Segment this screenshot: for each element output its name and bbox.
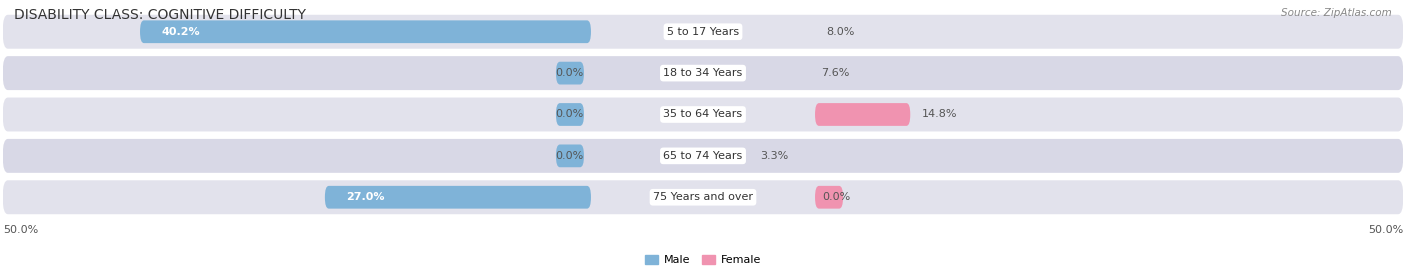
Text: 75 Years and over: 75 Years and over xyxy=(652,192,754,202)
Text: 14.8%: 14.8% xyxy=(921,109,957,119)
Text: 18 to 34 Years: 18 to 34 Years xyxy=(664,68,742,78)
FancyBboxPatch shape xyxy=(325,186,591,209)
Text: 50.0%: 50.0% xyxy=(1368,225,1403,235)
FancyBboxPatch shape xyxy=(555,144,583,167)
FancyBboxPatch shape xyxy=(141,20,591,43)
Legend: Male, Female: Male, Female xyxy=(641,250,765,269)
Text: 0.0%: 0.0% xyxy=(555,151,583,161)
Text: 7.6%: 7.6% xyxy=(821,68,849,78)
FancyBboxPatch shape xyxy=(3,98,1403,132)
FancyBboxPatch shape xyxy=(815,103,910,126)
Text: 0.0%: 0.0% xyxy=(555,109,583,119)
Text: 5 to 17 Years: 5 to 17 Years xyxy=(666,27,740,37)
FancyBboxPatch shape xyxy=(3,15,1403,49)
Text: DISABILITY CLASS: COGNITIVE DIFFICULTY: DISABILITY CLASS: COGNITIVE DIFFICULTY xyxy=(14,8,307,22)
Text: 0.0%: 0.0% xyxy=(555,68,583,78)
FancyBboxPatch shape xyxy=(3,139,1403,173)
FancyBboxPatch shape xyxy=(3,180,1403,214)
Text: 50.0%: 50.0% xyxy=(3,225,38,235)
Text: 65 to 74 Years: 65 to 74 Years xyxy=(664,151,742,161)
FancyBboxPatch shape xyxy=(555,62,583,84)
Text: 8.0%: 8.0% xyxy=(827,27,855,37)
Text: 35 to 64 Years: 35 to 64 Years xyxy=(664,109,742,119)
Text: 3.3%: 3.3% xyxy=(761,151,789,161)
FancyBboxPatch shape xyxy=(815,186,844,209)
FancyBboxPatch shape xyxy=(3,56,1403,90)
Text: 0.0%: 0.0% xyxy=(823,192,851,202)
FancyBboxPatch shape xyxy=(555,103,583,126)
Text: 40.2%: 40.2% xyxy=(162,27,200,37)
Text: 27.0%: 27.0% xyxy=(346,192,384,202)
Text: Source: ZipAtlas.com: Source: ZipAtlas.com xyxy=(1281,8,1392,18)
